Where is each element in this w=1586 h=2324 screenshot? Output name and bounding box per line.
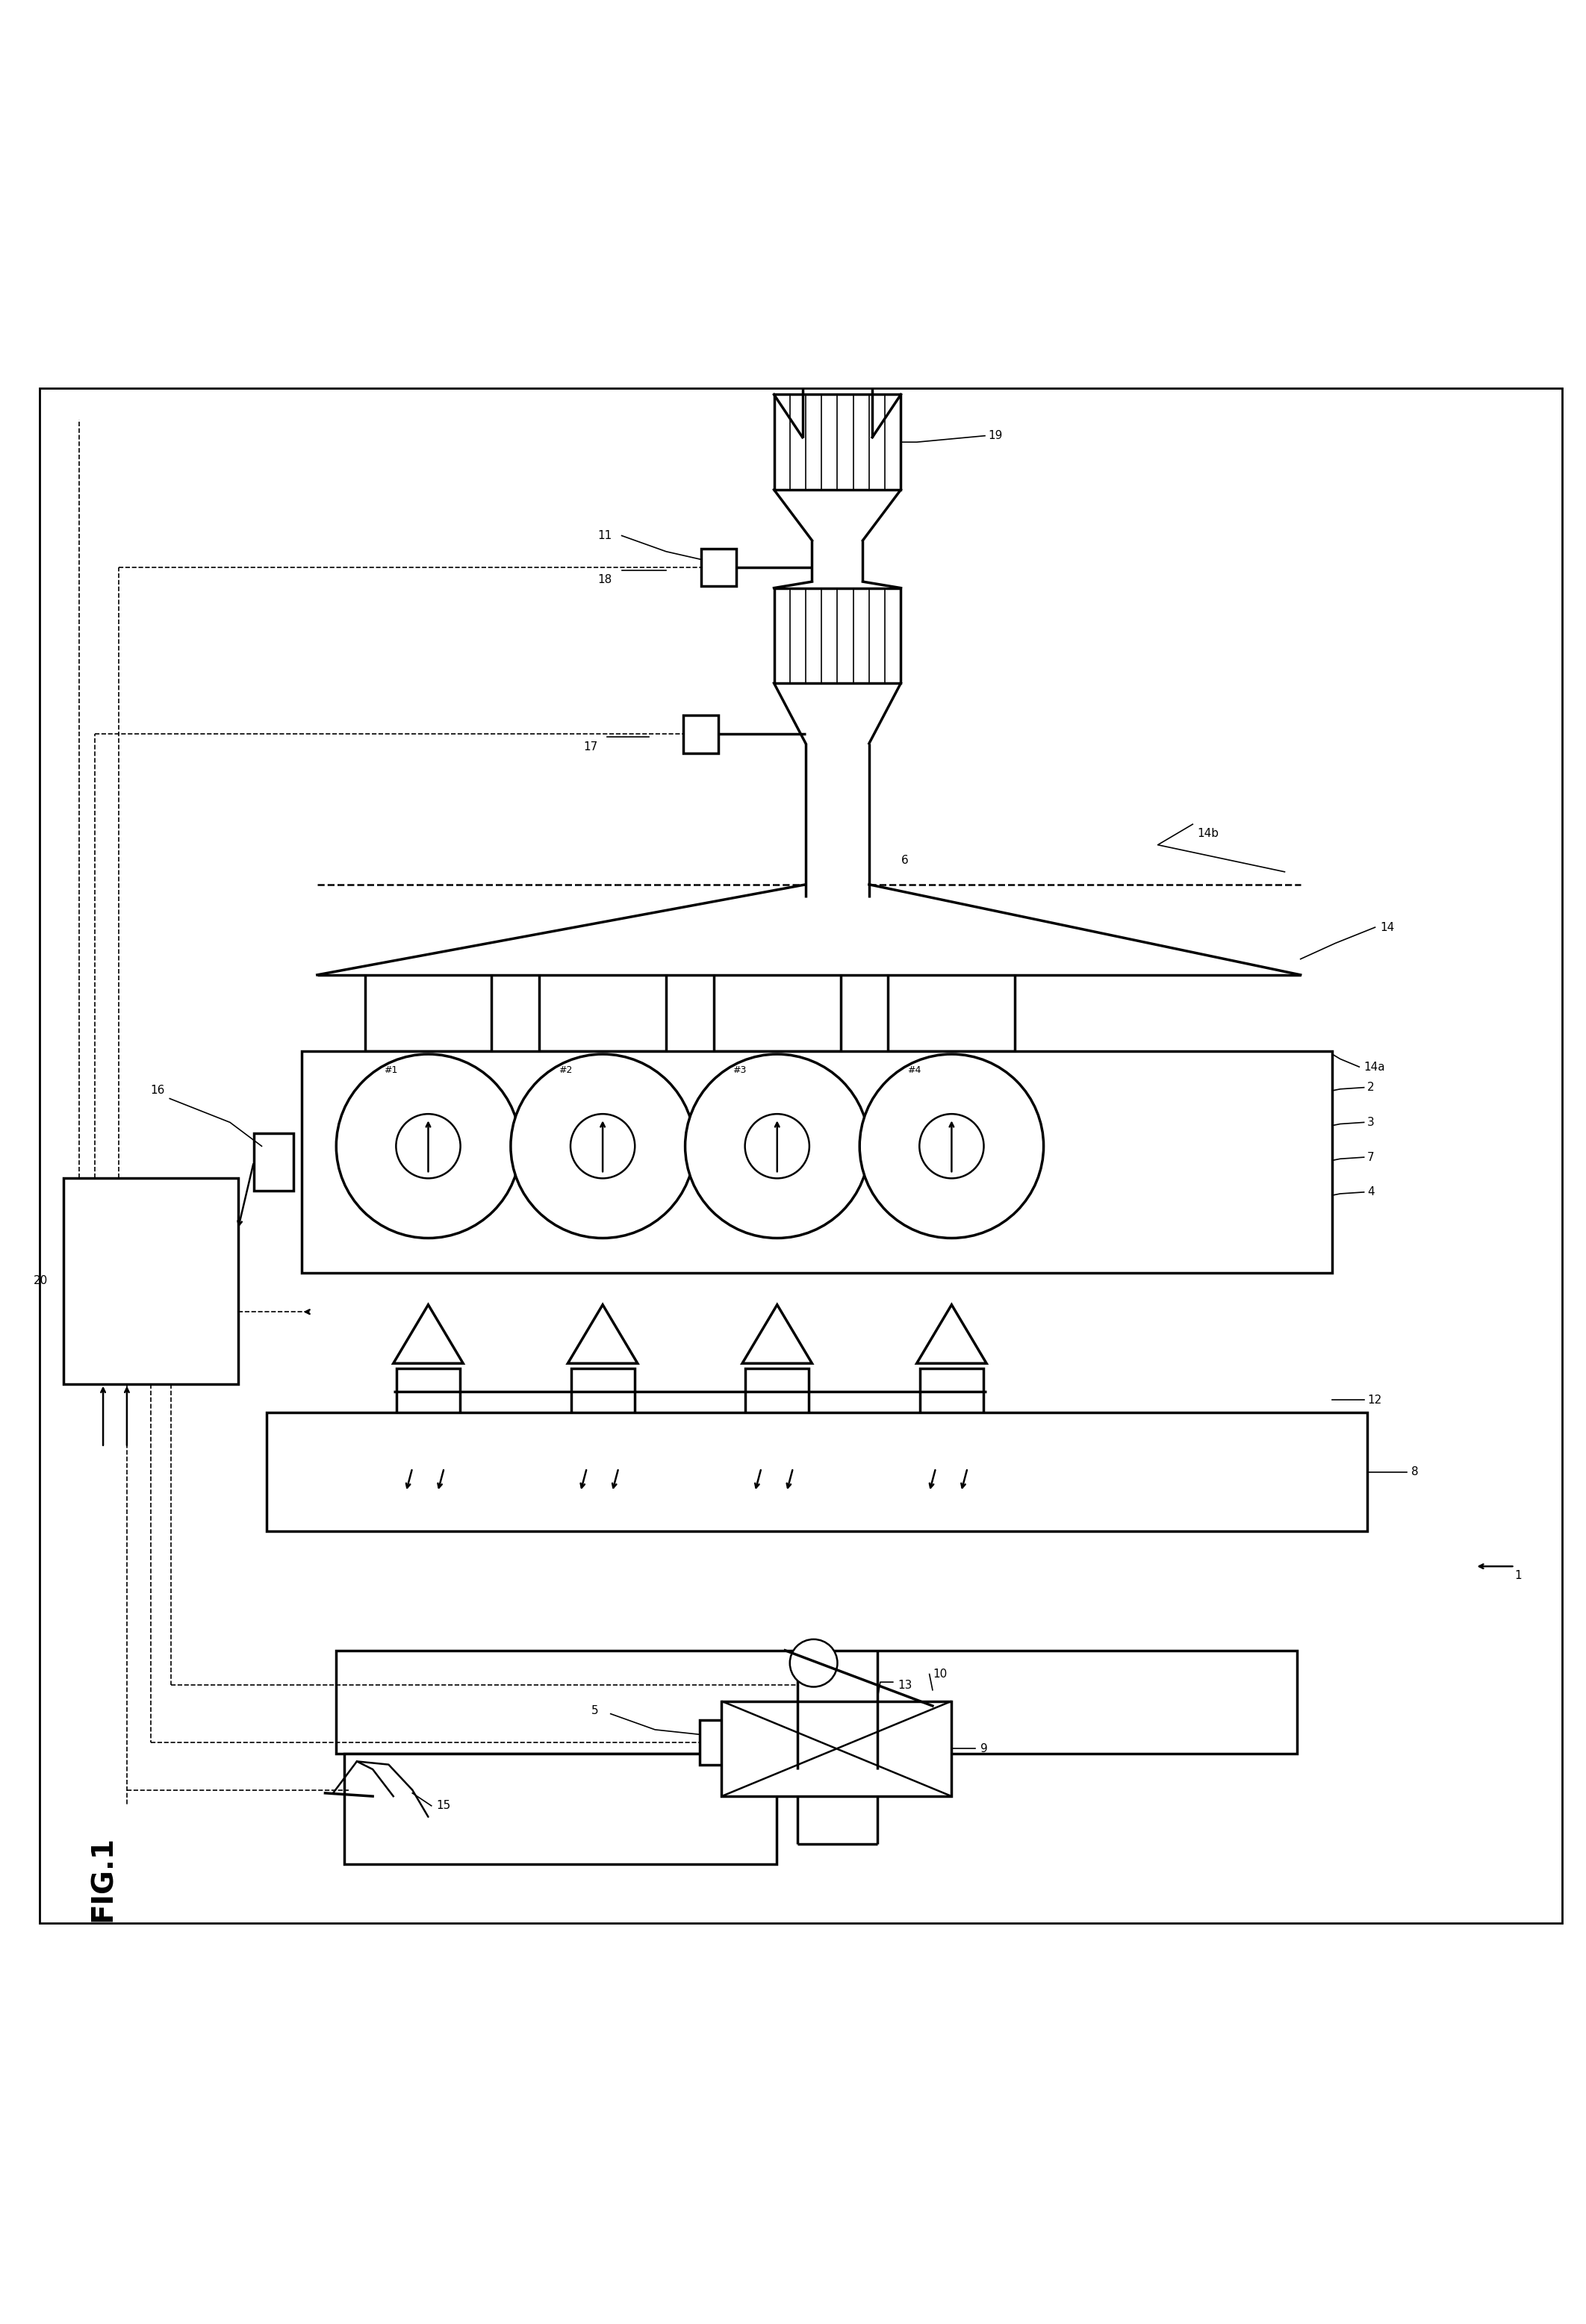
- Bar: [701, 548, 736, 586]
- Bar: [745, 1369, 809, 1432]
- Bar: [571, 1369, 634, 1432]
- Bar: [912, 1471, 991, 1504]
- Bar: [774, 395, 901, 490]
- Text: 10: 10: [933, 1669, 947, 1680]
- Bar: [389, 1471, 468, 1504]
- Bar: [774, 588, 901, 683]
- Polygon shape: [742, 1304, 812, 1364]
- Bar: [254, 1134, 293, 1190]
- Polygon shape: [393, 1304, 463, 1364]
- Bar: [396, 1369, 460, 1432]
- Bar: [403, 1429, 454, 1469]
- Bar: [301, 1439, 1332, 1504]
- Circle shape: [396, 1113, 460, 1178]
- Text: 9: 9: [980, 1743, 988, 1755]
- Text: 13: 13: [898, 1680, 912, 1692]
- Bar: [699, 1720, 739, 1764]
- Text: 15: 15: [436, 1801, 450, 1810]
- Text: 1: 1: [1515, 1571, 1523, 1580]
- Text: 7: 7: [1367, 1153, 1375, 1162]
- Bar: [577, 1429, 628, 1469]
- Circle shape: [790, 1638, 837, 1687]
- Text: 14b: 14b: [1197, 827, 1220, 839]
- Bar: [752, 1429, 803, 1469]
- Circle shape: [336, 1055, 520, 1239]
- Text: 16: 16: [151, 1085, 165, 1097]
- Bar: [926, 1429, 977, 1469]
- Text: 12: 12: [1367, 1394, 1381, 1406]
- Text: 5: 5: [592, 1706, 600, 1715]
- Text: 8: 8: [1412, 1466, 1419, 1478]
- Bar: [722, 1701, 952, 1796]
- Bar: [920, 1369, 983, 1432]
- Text: 11: 11: [598, 530, 612, 541]
- Text: 3: 3: [1367, 1118, 1375, 1127]
- Bar: [266, 1413, 1367, 1532]
- Text: 17: 17: [584, 741, 598, 753]
- Text: 6: 6: [901, 855, 909, 867]
- Circle shape: [920, 1113, 983, 1178]
- Bar: [336, 1650, 1297, 1752]
- Bar: [737, 1471, 817, 1504]
- Bar: [63, 1178, 238, 1385]
- Polygon shape: [917, 1304, 986, 1364]
- Text: #3: #3: [733, 1064, 747, 1076]
- Bar: [684, 716, 718, 753]
- Polygon shape: [568, 1304, 638, 1364]
- Circle shape: [685, 1055, 869, 1239]
- Text: 20: 20: [33, 1276, 48, 1287]
- Text: 14: 14: [1380, 923, 1394, 932]
- Bar: [301, 1050, 1332, 1274]
- Text: #1: #1: [384, 1064, 398, 1076]
- Text: 19: 19: [988, 430, 1002, 442]
- Text: #4: #4: [907, 1064, 921, 1076]
- Circle shape: [571, 1113, 634, 1178]
- Text: 2: 2: [1367, 1083, 1375, 1092]
- Text: 14a: 14a: [1364, 1062, 1385, 1071]
- Bar: [344, 1752, 777, 1864]
- Text: 18: 18: [598, 574, 612, 586]
- Circle shape: [745, 1113, 809, 1178]
- Text: FIG.1: FIG.1: [89, 1836, 117, 1922]
- Bar: [563, 1471, 642, 1504]
- Text: #2: #2: [558, 1064, 573, 1076]
- Circle shape: [511, 1055, 695, 1239]
- Text: 4: 4: [1367, 1188, 1375, 1197]
- Circle shape: [860, 1055, 1044, 1239]
